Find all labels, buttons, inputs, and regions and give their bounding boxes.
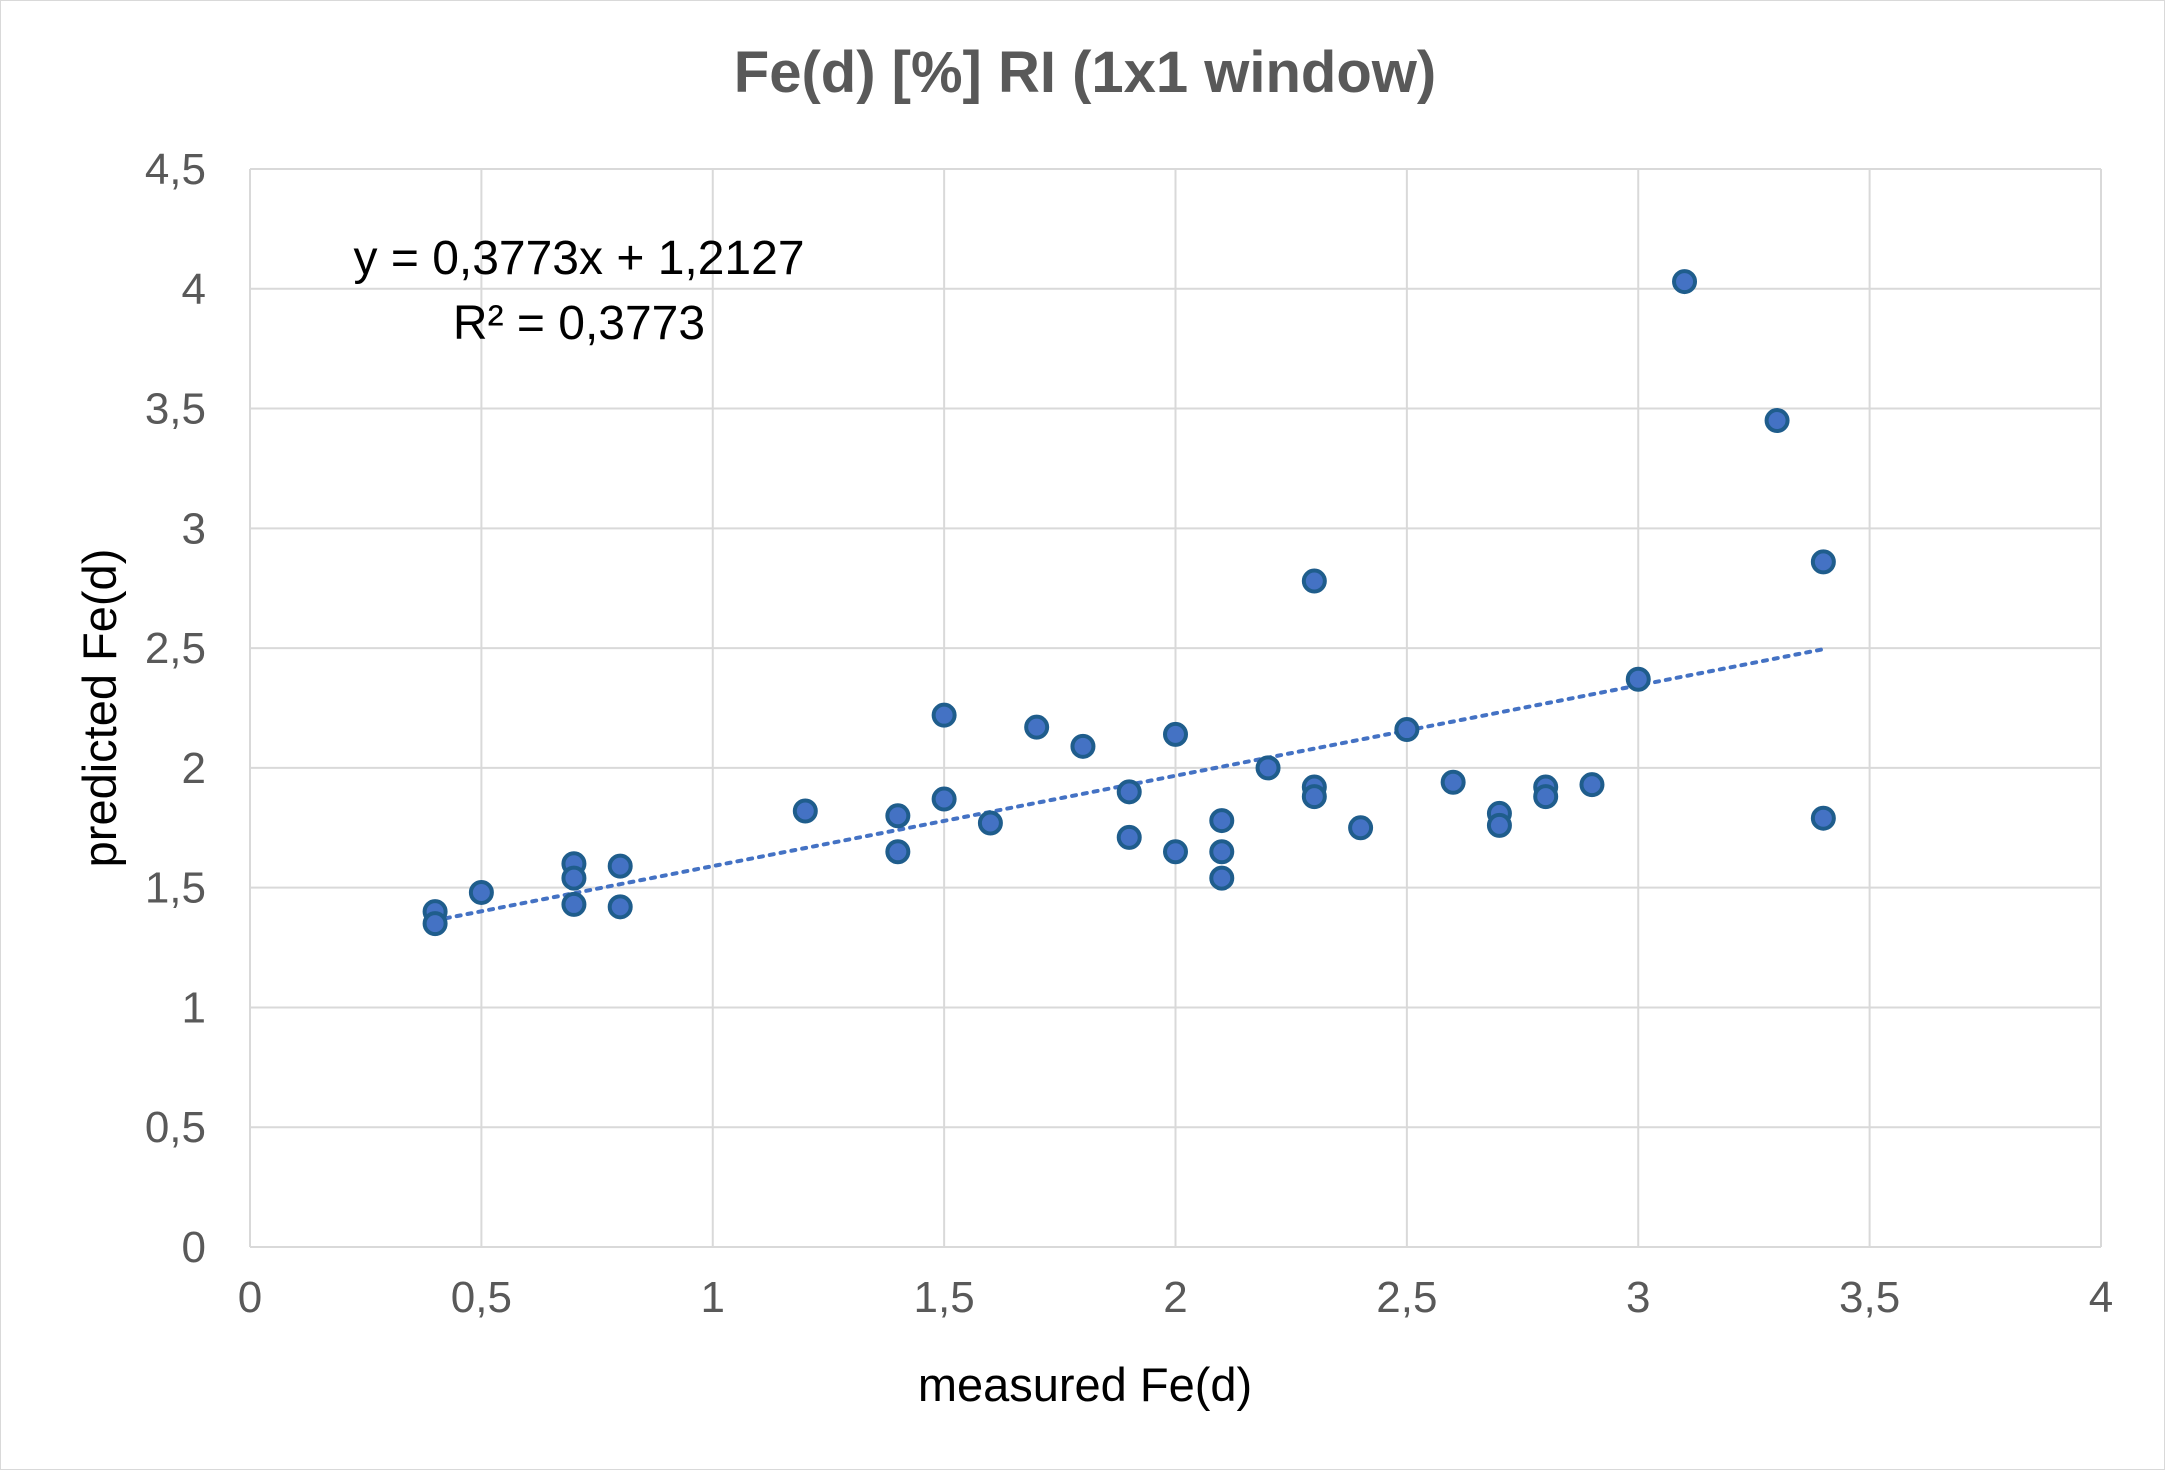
trendline-r-squared: R² = 0,3773: [453, 297, 705, 350]
x-tick-label: 1: [701, 1273, 725, 1322]
grid-lines: [249, 168, 2102, 1248]
x-tick-label: 1,5: [914, 1273, 975, 1322]
data-point: [607, 894, 633, 920]
y-tick-label: 1: [182, 983, 206, 1032]
data-point: [1486, 812, 1512, 838]
data-point: [561, 891, 587, 917]
data-point: [1209, 839, 1235, 865]
y-tick-label: 4,5: [145, 145, 206, 194]
data-point: [607, 853, 633, 879]
x-tick-label: 2: [1163, 1273, 1187, 1322]
data-point: [1163, 721, 1188, 747]
chart-title: Fe(d) [%] RI (1x1 window): [734, 40, 1436, 105]
data-point: [1301, 568, 1327, 594]
x-axis-label: measured Fe(d): [918, 1358, 1252, 1411]
data-point: [1672, 269, 1698, 295]
data-point: [1810, 549, 1836, 575]
x-tick-label: 0,5: [451, 1273, 512, 1322]
data-point: [977, 810, 1003, 836]
y-tick-label: 4: [182, 265, 206, 314]
data-point: [1255, 755, 1281, 781]
x-tick-label: 2,5: [1376, 1273, 1437, 1322]
y-tick-label: 3: [182, 504, 206, 553]
data-point: [1116, 824, 1142, 850]
data-point: [1348, 815, 1374, 841]
data-point: [792, 798, 818, 824]
y-tick-label: 0,5: [145, 1103, 206, 1152]
y-tick-label: 1,5: [145, 864, 206, 913]
data-point: [1440, 769, 1466, 795]
y-tick-label: 2: [182, 744, 206, 793]
data-point: [1301, 784, 1327, 810]
data-point: [561, 865, 587, 891]
y-tick-label: 3,5: [145, 385, 206, 434]
data-points: [422, 269, 1836, 937]
x-tick-label: 3,5: [1839, 1273, 1900, 1322]
data-point: [468, 879, 494, 905]
data-point: [1533, 784, 1559, 810]
data-point: [1024, 714, 1050, 740]
data-point: [1163, 839, 1188, 865]
x-tick-label: 0: [238, 1273, 262, 1322]
data-point: [1116, 779, 1142, 805]
data-point: [1209, 865, 1235, 891]
x-tick-label: 3: [1626, 1273, 1650, 1322]
data-point: [1070, 733, 1096, 759]
x-axis-ticks: 0 0,5 1 1,5 2 2,5 3 3,5 4: [238, 1273, 2113, 1322]
data-point: [931, 702, 957, 728]
data-point: [1394, 717, 1420, 743]
data-point: [422, 911, 448, 937]
data-point: [1579, 772, 1605, 798]
trendline-equation: y = 0,3773x + 1,2127: [353, 232, 804, 285]
y-tick-label: 0: [182, 1223, 206, 1272]
x-tick-label: 4: [2089, 1273, 2113, 1322]
data-point: [931, 786, 957, 812]
data-point: [1209, 808, 1235, 834]
y-axis-ticks: 0 0,5 1 1,5 2 2,5 3 3,5 4 4,5: [145, 145, 206, 1272]
data-point: [1764, 408, 1790, 434]
data-point: [885, 803, 911, 829]
data-point: [885, 839, 911, 865]
y-tick-label: 2,5: [145, 624, 206, 673]
data-point: [1625, 666, 1651, 692]
y-axis-label: predicted Fe(d): [73, 549, 126, 868]
data-point: [1810, 805, 1836, 831]
